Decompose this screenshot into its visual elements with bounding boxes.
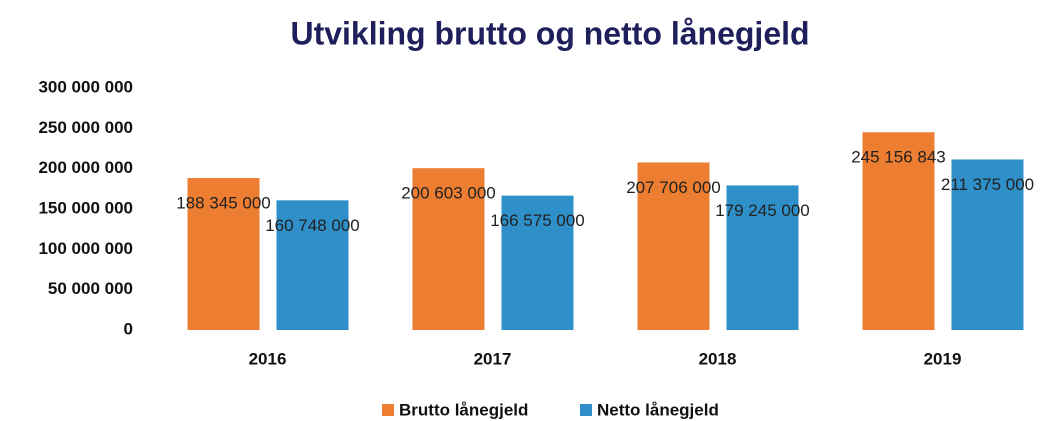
legend-label: Brutto lånegjeld [399,400,528,419]
legend-swatch [580,404,592,416]
y-tick-label: 200 000 000 [38,158,133,177]
data-label: 207 706 000 [626,178,721,197]
data-label: 188 345 000 [176,194,271,213]
bar [951,159,1024,330]
x-tick-label: 2017 [474,349,512,368]
x-tick-label: 2018 [699,349,737,368]
bar [412,168,485,330]
y-tick-label: 150 000 000 [38,198,133,217]
legend-label: Netto lånegjeld [597,400,719,419]
data-label: 245 156 843 [851,148,946,167]
bar [637,162,710,330]
y-tick-label: 50 000 000 [48,279,133,298]
y-tick-label: 100 000 000 [38,239,133,258]
y-tick-label: 0 [124,319,133,338]
y-tick-label: 250 000 000 [38,118,133,137]
bar [276,200,349,330]
data-label: 166 575 000 [490,211,585,230]
chart-title: Utvikling brutto og netto lånegjeld [290,15,809,51]
data-label: 160 748 000 [265,216,360,235]
bar [501,195,574,330]
bar [862,132,935,330]
bar [726,185,799,330]
y-tick-label: 300 000 000 [38,77,133,96]
data-label: 211 375 000 [941,175,1034,194]
legend-swatch [382,404,394,416]
x-tick-label: 2016 [249,349,287,368]
x-tick-label: 2019 [924,349,962,368]
data-label: 179 245 000 [715,201,810,220]
bar [187,178,260,330]
data-label: 200 603 000 [401,184,496,203]
